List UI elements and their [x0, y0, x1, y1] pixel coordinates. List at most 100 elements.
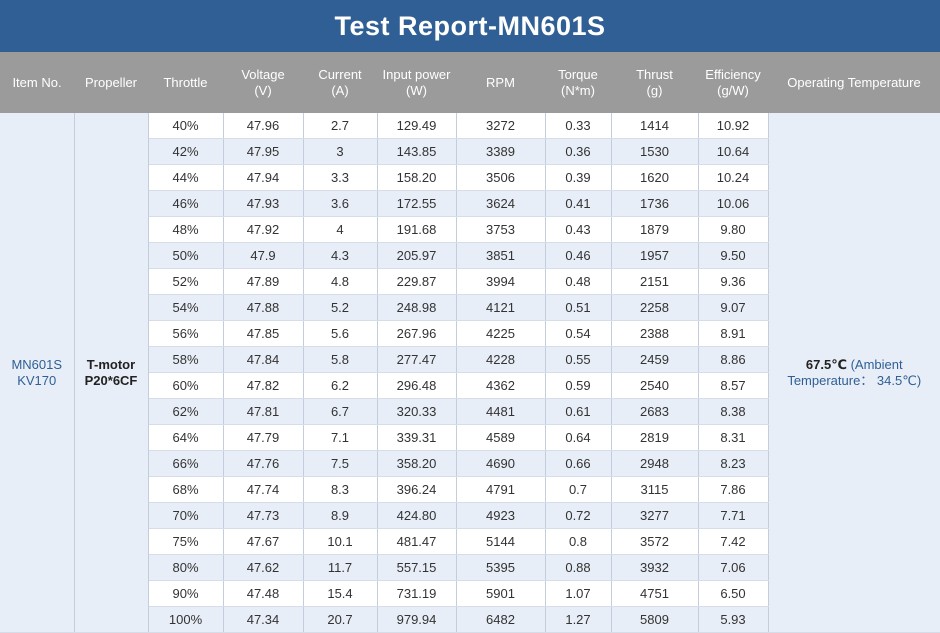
table-cell: 358.20	[377, 450, 457, 477]
column-header-unit: (N*m)	[561, 82, 595, 98]
table-cell: 129.49	[377, 113, 457, 139]
column-header-label: Input power	[382, 66, 451, 82]
table-cell: 47.85	[223, 320, 304, 347]
item-kv: KV170	[17, 372, 57, 388]
table-cell: 3624	[456, 190, 546, 217]
table-cell: 2948	[611, 450, 699, 477]
column-header-label: Thrust	[636, 66, 673, 82]
column-header-label: Efficiency	[705, 66, 761, 82]
table-cell: 3.3	[303, 164, 378, 191]
table-cell: 2683	[611, 398, 699, 425]
table-cell: 4589	[456, 424, 546, 451]
test-report-table: Item No. Propeller Throttle Voltage (V) Curre…	[0, 52, 940, 633]
table-cell: 4791	[456, 476, 546, 503]
table-cell: 56%	[148, 320, 224, 347]
table-row: MN601S KV170 T-motor P20*6CF 40% 47.96 2.7 129.…	[0, 113, 940, 633]
table-cell: 0.64	[545, 424, 612, 451]
table-cell: 3389	[456, 138, 546, 165]
column-header-unit: (g/W)	[717, 82, 749, 98]
table-cell: 0.43	[545, 216, 612, 243]
table-cell: 8.57	[698, 372, 769, 399]
table-cell: 6482	[456, 606, 546, 633]
table-cell: 46%	[148, 190, 224, 217]
table-cell: 4923	[456, 502, 546, 529]
table-cell: 979.94	[377, 606, 457, 633]
table-cell: 0.36	[545, 138, 612, 165]
table-cell: 5901	[456, 580, 546, 607]
table-cell: 5395	[456, 554, 546, 581]
table-cell: 0.55	[545, 346, 612, 373]
table-cell: 0.72	[545, 502, 612, 529]
column-header-label: Current	[318, 66, 362, 82]
ambient-temperature-label: (Ambient	[850, 356, 903, 372]
table-cell: 4362	[456, 372, 546, 399]
table-row: 64% 47.79 7.1 339.31 4589 0.64 2819 8.31	[0, 424, 940, 451]
table-cell: 267.96	[377, 320, 457, 347]
table-cell: 8.91	[698, 320, 769, 347]
table-cell: 47.67	[223, 528, 304, 555]
table-cell: 20.7	[303, 606, 378, 633]
table-cell: 481.47	[377, 528, 457, 555]
table-cell: 3272	[456, 113, 546, 139]
table-cell: 8.31	[698, 424, 769, 451]
table-cell: 0.48	[545, 268, 612, 295]
table-cell: 1530	[611, 138, 699, 165]
table-cell: 7.86	[698, 476, 769, 503]
table-cell: 2388	[611, 320, 699, 347]
table-cell: 66%	[148, 450, 224, 477]
table-cell: 47.94	[223, 164, 304, 191]
column-header-label: Voltage	[241, 66, 285, 82]
table-cell: 47.81	[223, 398, 304, 425]
table-cell: 47.76	[223, 450, 304, 477]
table-cell: 5.8	[303, 346, 378, 373]
table-cell: 5.93	[698, 606, 769, 633]
table-row: 58% 47.84 5.8 277.47 4228 0.55 2459 8.86	[0, 346, 940, 373]
table-cell: 47.48	[223, 580, 304, 607]
table-row: 62% 47.81 6.7 320.33 4481 0.61 2683 8.38	[0, 398, 940, 425]
table-cell: 2459	[611, 346, 699, 373]
table-cell: 5809	[611, 606, 699, 633]
table-cell: 8.9	[303, 502, 378, 529]
table-cell: 143.85	[377, 138, 457, 165]
report-title: Test Report-MN601S	[0, 0, 940, 52]
table-cell: 75%	[148, 528, 224, 555]
table-row: 90% 47.48 15.4 731.19 5901 1.07 4751 6.50	[0, 580, 940, 607]
table-cell: 557.15	[377, 554, 457, 581]
table-cell: 47.89	[223, 268, 304, 295]
table-cell: 7.1	[303, 424, 378, 451]
operating-temperature-value: 67.5℃	[805, 356, 847, 372]
table-cell: 4.3	[303, 242, 378, 269]
table-cell: 3994	[456, 268, 546, 295]
table-cell: 7.5	[303, 450, 378, 477]
table-cell: 0.39	[545, 164, 612, 191]
table-body: MN601S KV170 T-motor P20*6CF 40% 47.96 2.7 129.…	[0, 113, 940, 633]
column-header-thrust: Thrust (g)	[611, 52, 698, 113]
table-cell: 47.62	[223, 554, 304, 581]
table-cell: 70%	[148, 502, 224, 529]
table-cell: 47.82	[223, 372, 304, 399]
column-header-throttle: Throttle	[148, 52, 223, 113]
table-cell: 8.3	[303, 476, 378, 503]
table-cell: 1414	[611, 113, 699, 139]
table-cell: 47.84	[223, 346, 304, 373]
table-cell: 3506	[456, 164, 546, 191]
table-cell: 3	[303, 138, 378, 165]
table-cell: 6.2	[303, 372, 378, 399]
table-cell: 0.51	[545, 294, 612, 321]
table-row: 68% 47.74 8.3 396.24 4791 0.7 3115 7.86	[0, 476, 940, 503]
propeller-cell: T-motor P20*6CF	[74, 113, 149, 633]
table-cell: 0.61	[545, 398, 612, 425]
table-cell: 3277	[611, 502, 699, 529]
table-cell: 7.42	[698, 528, 769, 555]
table-cell: 229.87	[377, 268, 457, 295]
table-cell: 3572	[611, 528, 699, 555]
table-row: 42% 47.95 3 143.85 3389 0.36 1530 10.64	[0, 138, 940, 165]
table-cell: 4481	[456, 398, 546, 425]
table-cell: 424.80	[377, 502, 457, 529]
column-header-unit: (A)	[331, 82, 349, 98]
column-header-propeller: Propeller	[74, 52, 148, 113]
table-row: 54% 47.88 5.2 248.98 4121 0.51 2258 9.07	[0, 294, 940, 321]
column-header-torque: Torque (N*m)	[545, 52, 611, 113]
table-cell: 0.54	[545, 320, 612, 347]
table-cell: 0.59	[545, 372, 612, 399]
